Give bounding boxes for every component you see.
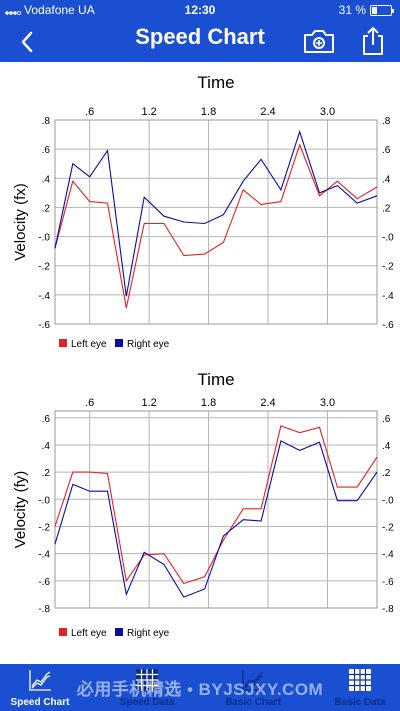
y-tick-label-left: -.2 <box>38 522 50 533</box>
battery-percent: 31 % <box>338 3 366 17</box>
grid-icon <box>136 669 158 691</box>
y-tick-label-left: .6 <box>42 145 51 156</box>
share-icon <box>363 27 383 55</box>
screenshot-button[interactable] <box>302 26 336 56</box>
legend-swatch <box>59 339 67 347</box>
y-tick-label-left: .8 <box>42 116 51 127</box>
y-tick-label-right: .2 <box>382 468 391 479</box>
y-axis-label: Velocity (fy) <box>12 471 29 549</box>
y-tick-label-left: -.6 <box>38 577 50 588</box>
share-button[interactable] <box>360 25 386 57</box>
legend-label: Right eye <box>127 628 170 639</box>
y-axis-label: Velocity (fx) <box>12 183 29 261</box>
y-tick-label-right: .4 <box>382 174 391 185</box>
navigation-header: Vodafone UA 12:30 31 % Speed Chart <box>0 0 400 62</box>
tab-label: Basic Data <box>334 697 386 708</box>
x-tick-label: 2.4 <box>260 397 275 409</box>
legend-swatch <box>115 628 123 636</box>
y-tick-label-left: -.2 <box>38 262 50 273</box>
tab-label: Basic Chart <box>225 697 281 708</box>
series-line-left-eye <box>54 143 378 309</box>
line-chart-icon <box>242 670 264 691</box>
tab-basic-data[interactable]: Basic Data <box>320 664 400 711</box>
back-button[interactable] <box>14 27 44 57</box>
x-tick-label: 2.4 <box>260 106 275 118</box>
y-tick-label-left: .2 <box>42 203 51 214</box>
velocity-fy-chart: Time .6 1.2 1.8 2.4 3.0 -.8 -.8 -.6 -.6 -.4 -.4 -.2 -… <box>12 370 394 639</box>
series-line-right-eye <box>54 440 378 598</box>
x-tick-label: 1.2 <box>141 106 156 118</box>
y-tick-label-left: -.8 <box>38 604 50 615</box>
y-tick-label-right: -.6 <box>382 577 394 588</box>
legend-label: Right eye <box>127 339 170 350</box>
tab-speed-chart[interactable]: Speed Chart <box>0 664 80 711</box>
y-tick-label-right: -.8 <box>382 604 394 615</box>
legend-label: Left eye <box>71 628 107 639</box>
line-chart-icon <box>29 670 51 691</box>
plot-frame <box>54 119 378 325</box>
y-tick-label-left: .4 <box>42 174 51 185</box>
y-tick-label-left: -.0 <box>38 495 50 506</box>
y-tick-label-right: -.0 <box>382 233 394 244</box>
carrier-name: Vodafone UA <box>24 3 95 17</box>
y-tick-label-left: -.0 <box>38 233 50 244</box>
y-tick-label-left: -.4 <box>38 550 50 561</box>
chart-title: Time <box>197 73 234 92</box>
tab-basic-chart[interactable]: Basic Chart <box>213 664 293 711</box>
y-tick-label-right: -.2 <box>382 522 394 533</box>
y-tick-label-left: -.4 <box>38 291 50 302</box>
chart-title: Time <box>197 370 234 389</box>
legend-swatch <box>59 628 67 636</box>
series-line-left-eye <box>54 425 378 585</box>
y-tick-label-left: -.6 <box>38 320 50 331</box>
status-time: 12:30 <box>184 3 216 17</box>
tab-speed-data[interactable]: Speed Data <box>107 664 187 711</box>
y-tick-label-right: .6 <box>382 414 391 425</box>
plot-frame <box>54 410 378 609</box>
tab-bar: Speed Chart Speed Data Basic Chart Basic… <box>0 664 400 711</box>
y-tick-label-left: .4 <box>42 441 51 452</box>
signal-icon <box>5 6 23 20</box>
y-tick-label-right: -.6 <box>382 320 394 331</box>
status-bar: Vodafone UA 12:30 31 % <box>0 0 400 20</box>
battery-icon <box>370 5 394 16</box>
y-tick-label-right: -.2 <box>382 262 394 273</box>
x-tick-label: 3.0 <box>320 106 335 118</box>
camera-icon <box>304 30 334 53</box>
y-tick-label-left: .2 <box>42 468 51 479</box>
y-tick-label-right: -.4 <box>382 291 394 302</box>
y-tick-label-right: .2 <box>382 203 391 214</box>
page-title: Speed Chart <box>135 24 265 49</box>
grid-icon <box>349 669 371 691</box>
y-tick-label-right: .4 <box>382 441 391 452</box>
x-tick-label: .6 <box>85 106 94 118</box>
y-tick-label-right: -.4 <box>382 550 394 561</box>
y-tick-label-right: -.0 <box>382 495 394 506</box>
x-tick-label: 1.8 <box>201 106 216 118</box>
y-tick-label-right: .8 <box>382 116 391 127</box>
series-line-right-eye <box>54 129 378 297</box>
tab-label: Speed Data <box>119 697 175 708</box>
x-tick-label: 1.2 <box>141 397 156 409</box>
x-tick-label: 1.8 <box>201 397 216 409</box>
legend-swatch <box>115 339 123 347</box>
y-tick-label-right: .6 <box>382 145 391 156</box>
tab-label: Speed Chart <box>10 697 70 708</box>
legend-label: Left eye <box>71 339 107 350</box>
chevron-left-icon <box>21 31 33 53</box>
x-tick-label: .6 <box>85 397 94 409</box>
x-tick-label: 3.0 <box>320 397 335 409</box>
velocity-fx-chart: Time .6 1.2 1.8 2.4 3.0 -.6 -.6 -.4 -.4 -.2 -.2 -.0 -… <box>12 73 394 350</box>
y-tick-label-left: .6 <box>42 414 51 425</box>
